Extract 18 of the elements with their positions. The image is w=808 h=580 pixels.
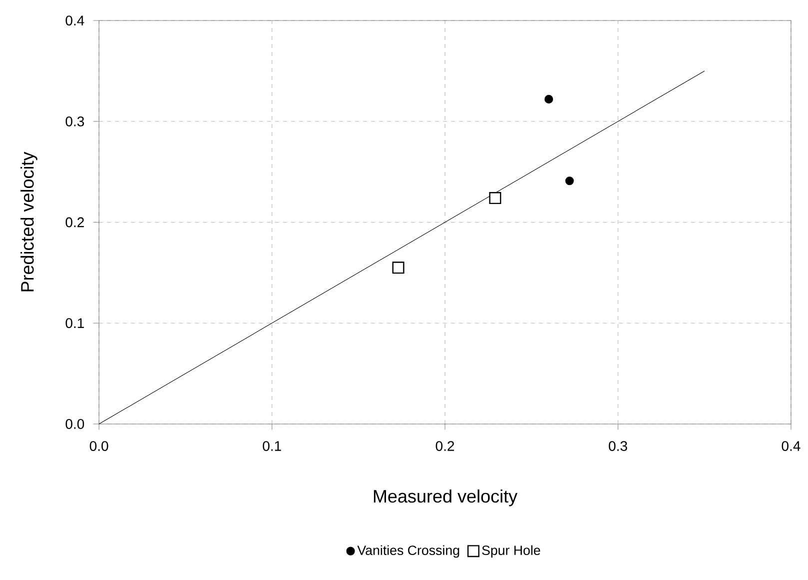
x-tick-label: 0.0: [90, 441, 108, 451]
x-tick-label: 0.2: [436, 441, 454, 451]
x-axis-title: Measured velocity: [374, 489, 518, 506]
point: [392, 262, 404, 274]
y-axis-title: Predicted velocity: [20, 152, 38, 292]
point: [544, 94, 554, 104]
y-tick-label: 0.2: [66, 217, 84, 228]
x-tick-label: 0.1: [262, 441, 282, 451]
point: [489, 192, 502, 204]
y-tick-label: 0.4: [66, 16, 84, 26]
point: [565, 176, 574, 186]
legend-label: Spur Hole: [482, 545, 540, 558]
y-tick-label: 0.3: [66, 116, 84, 126]
x-tick-label: 0.4: [782, 441, 800, 451]
legend-label: Vanities Crossing: [357, 545, 460, 558]
y-tick-label: 0.0: [66, 419, 84, 429]
x-tick-label: 0.3: [608, 441, 628, 451]
y-tick-label: 0.1: [66, 318, 84, 328]
